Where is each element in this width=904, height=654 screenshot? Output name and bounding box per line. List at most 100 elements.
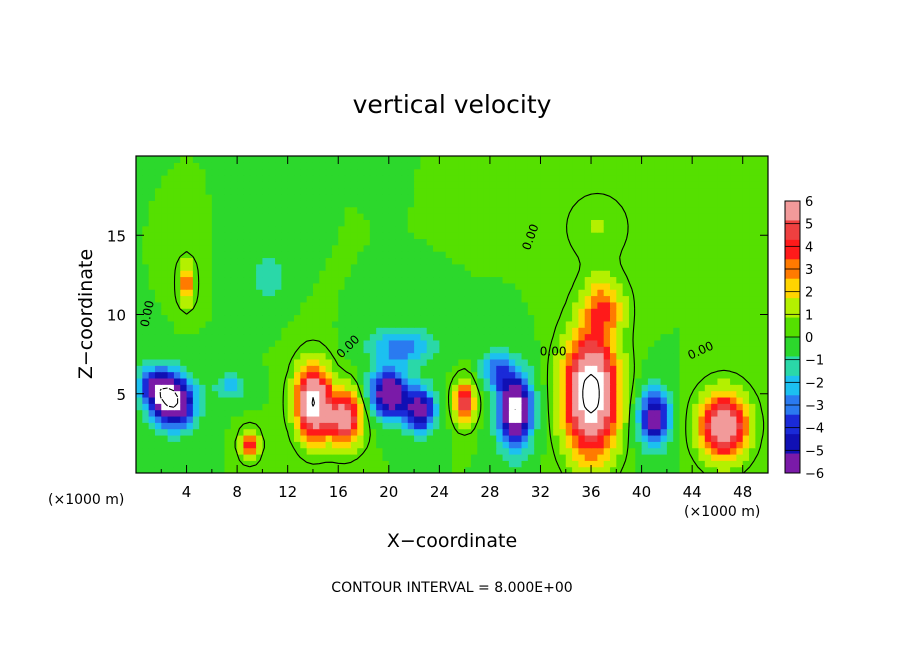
field-cell bbox=[660, 352, 668, 360]
field-cell bbox=[167, 358, 175, 366]
field-cell bbox=[325, 276, 333, 284]
field-cell bbox=[382, 162, 390, 170]
field-cell bbox=[742, 365, 750, 373]
field-cell bbox=[199, 263, 207, 271]
field-cell bbox=[243, 156, 251, 163]
field-cell bbox=[325, 257, 333, 265]
field-cell bbox=[610, 390, 617, 398]
field-cell bbox=[426, 453, 434, 461]
field-cell bbox=[742, 428, 750, 436]
field-cell bbox=[616, 156, 624, 163]
field-cell bbox=[546, 276, 554, 284]
field-cell bbox=[211, 415, 219, 423]
field-cell bbox=[679, 181, 687, 189]
field-cell bbox=[597, 289, 605, 297]
field-cell bbox=[565, 466, 573, 473]
field-cell bbox=[502, 187, 510, 195]
field-cell bbox=[635, 384, 643, 392]
field-cell bbox=[249, 175, 257, 182]
field-cell bbox=[230, 219, 238, 227]
field-cell bbox=[452, 175, 459, 182]
field-cell bbox=[312, 390, 320, 398]
field-cell bbox=[205, 466, 213, 473]
field-cell bbox=[161, 295, 169, 303]
field-cell bbox=[237, 276, 245, 284]
field-cell bbox=[142, 333, 150, 341]
field-cell bbox=[433, 434, 440, 442]
field-cell bbox=[641, 289, 649, 297]
field-cell bbox=[666, 453, 674, 461]
field-cell bbox=[559, 453, 567, 461]
field-cell bbox=[527, 390, 535, 398]
field-cell bbox=[388, 466, 396, 473]
field-cell bbox=[647, 175, 655, 182]
field-cell bbox=[483, 434, 491, 442]
field-cell bbox=[186, 301, 194, 309]
field-cell bbox=[711, 162, 719, 170]
field-cell bbox=[414, 238, 421, 246]
field-cell bbox=[622, 295, 630, 303]
field-cell bbox=[211, 225, 219, 233]
field-cell bbox=[205, 453, 213, 461]
field-cell bbox=[679, 282, 687, 290]
field-cell bbox=[388, 263, 396, 271]
field-cell bbox=[502, 377, 510, 385]
field-cell bbox=[350, 238, 358, 246]
field-cell bbox=[136, 187, 143, 195]
field-cell bbox=[628, 441, 636, 449]
field-cell bbox=[540, 327, 548, 335]
field-cell bbox=[673, 181, 681, 189]
field-cell bbox=[546, 384, 554, 392]
field-cell bbox=[192, 447, 200, 455]
field-cell bbox=[376, 270, 384, 278]
field-cell bbox=[546, 238, 554, 246]
field-cell bbox=[294, 289, 301, 297]
field-cell bbox=[616, 409, 624, 417]
field-cell bbox=[268, 181, 276, 189]
field-cell bbox=[723, 409, 731, 417]
field-cell bbox=[704, 257, 712, 265]
field-cell bbox=[565, 422, 573, 430]
field-cell bbox=[445, 289, 453, 297]
field-cell bbox=[401, 270, 409, 278]
field-cell bbox=[154, 453, 162, 461]
field-cell bbox=[464, 213, 472, 220]
field-cell bbox=[502, 434, 510, 442]
field-cell bbox=[199, 396, 207, 404]
field-cell bbox=[736, 232, 744, 240]
field-cell bbox=[711, 447, 719, 455]
field-cell bbox=[591, 333, 598, 341]
field-cell bbox=[312, 200, 320, 208]
field-cell bbox=[237, 396, 245, 404]
field-cell bbox=[445, 276, 453, 284]
field-cell bbox=[673, 301, 681, 309]
field-cell bbox=[249, 314, 257, 322]
field-cell bbox=[382, 200, 390, 208]
field-cell bbox=[230, 156, 238, 163]
field-cell bbox=[306, 339, 314, 347]
field-cell bbox=[306, 441, 314, 449]
field-cell bbox=[496, 175, 504, 182]
field-cell bbox=[489, 232, 497, 240]
field-cell bbox=[275, 447, 282, 455]
field-cell bbox=[749, 270, 756, 278]
field-cell bbox=[464, 308, 472, 316]
field-cell bbox=[515, 428, 523, 436]
field-cell bbox=[287, 308, 295, 316]
field-cell bbox=[205, 434, 213, 442]
field-cell bbox=[357, 441, 365, 449]
field-cell bbox=[622, 206, 630, 214]
field-cell bbox=[205, 447, 213, 455]
field-cell bbox=[275, 232, 282, 240]
field-cell bbox=[477, 156, 485, 163]
field-cell bbox=[262, 289, 270, 297]
field-cell bbox=[433, 232, 440, 240]
field-cell bbox=[685, 453, 693, 461]
field-cell bbox=[704, 244, 712, 252]
field-cell bbox=[572, 358, 579, 366]
field-cell bbox=[755, 276, 763, 284]
field-cell bbox=[641, 327, 649, 335]
field-cell bbox=[496, 377, 504, 385]
field-cell bbox=[477, 434, 485, 442]
field-cell bbox=[730, 238, 737, 246]
